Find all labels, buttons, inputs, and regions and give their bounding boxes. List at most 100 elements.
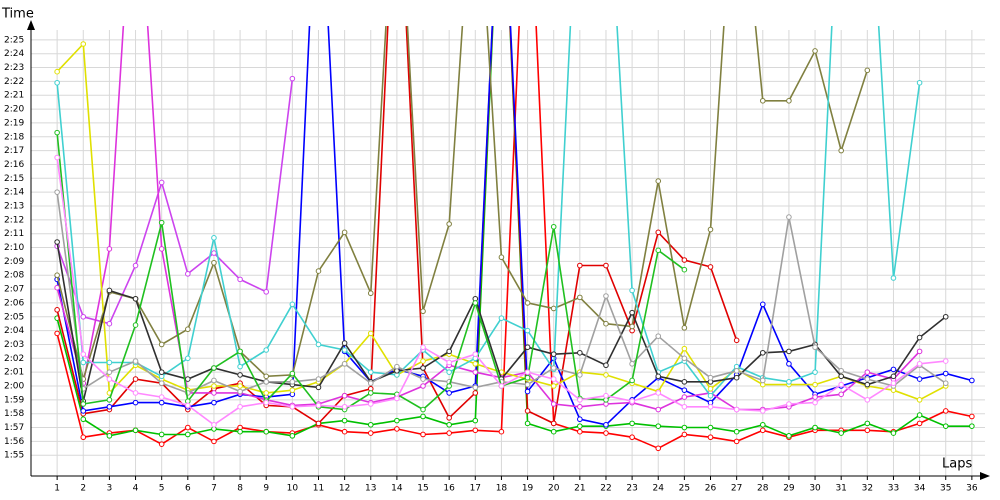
y-tick-label: 2:08 <box>4 271 24 281</box>
y-tick-label: 1:55 <box>4 451 24 461</box>
point <box>185 376 191 382</box>
point <box>263 289 270 295</box>
point <box>80 401 87 407</box>
point <box>524 388 531 395</box>
point <box>864 397 871 403</box>
point <box>812 394 818 400</box>
x-tick-label: 30 <box>809 484 821 494</box>
x-tick-label: 20 <box>548 484 560 494</box>
point <box>54 272 60 279</box>
point <box>890 275 897 281</box>
point <box>237 372 243 378</box>
point <box>132 376 139 382</box>
point <box>80 359 87 366</box>
point <box>185 355 191 362</box>
y-axis-arrow <box>27 20 35 30</box>
point <box>681 379 688 385</box>
point <box>759 427 766 434</box>
point <box>550 365 557 371</box>
point <box>707 434 714 441</box>
point <box>80 313 87 320</box>
point <box>498 315 505 321</box>
y-tick-label: 1:56 <box>4 437 24 447</box>
point <box>54 189 60 195</box>
x-tick-label: 36 <box>966 484 978 494</box>
point <box>289 75 296 82</box>
point <box>603 362 609 369</box>
point <box>812 48 818 54</box>
point <box>420 376 426 382</box>
point <box>890 373 897 380</box>
point <box>864 67 871 74</box>
point <box>759 408 766 414</box>
y-tick-label: 2:16 <box>4 160 24 170</box>
point <box>80 351 87 357</box>
point <box>472 351 479 357</box>
x-tick-label: 31 <box>835 484 846 494</box>
point <box>446 221 452 227</box>
point <box>603 372 609 378</box>
series-line <box>56 26 738 425</box>
point <box>420 344 426 351</box>
point <box>629 323 635 330</box>
point <box>185 271 191 277</box>
point <box>786 361 792 367</box>
point <box>132 295 139 302</box>
point <box>733 367 740 374</box>
point <box>54 239 60 245</box>
point <box>106 376 113 382</box>
x-tick-label: 25 <box>679 484 690 494</box>
x-tick-label: 4 <box>133 484 139 494</box>
point <box>942 313 949 320</box>
point <box>707 264 714 270</box>
x-tick-label: 10 <box>287 484 299 494</box>
point <box>185 431 191 438</box>
point <box>289 403 296 410</box>
point <box>550 376 557 382</box>
point <box>550 351 557 357</box>
point <box>367 421 374 428</box>
point <box>603 421 609 428</box>
series-line <box>56 78 294 325</box>
point <box>890 366 897 373</box>
y-tick-label: 2:00 <box>4 382 24 392</box>
point <box>707 374 714 381</box>
point <box>420 406 426 413</box>
point <box>864 381 871 388</box>
point <box>211 365 217 371</box>
point <box>341 403 348 410</box>
point <box>786 433 792 439</box>
y-tick-label: 2:03 <box>4 340 24 350</box>
point <box>132 427 139 434</box>
x-tick-label: 8 <box>237 484 243 494</box>
point <box>759 301 766 308</box>
point <box>550 428 557 435</box>
point <box>759 349 766 356</box>
point <box>394 363 400 370</box>
point <box>211 399 217 406</box>
point <box>655 445 662 452</box>
point <box>54 154 60 161</box>
point <box>472 361 479 367</box>
point <box>472 417 479 424</box>
point <box>315 420 322 427</box>
point <box>838 381 844 388</box>
point <box>864 427 871 434</box>
point <box>315 376 322 382</box>
x-tick-label: 21 <box>574 484 585 494</box>
point <box>733 428 740 435</box>
point <box>185 402 191 409</box>
point <box>367 380 374 387</box>
point <box>733 438 740 445</box>
point <box>263 390 270 396</box>
point <box>812 399 818 406</box>
point <box>367 369 374 375</box>
point <box>577 262 583 269</box>
point <box>341 340 348 346</box>
point <box>237 276 243 283</box>
point <box>577 349 583 356</box>
point <box>969 377 975 384</box>
series-line <box>56 26 973 426</box>
point <box>341 361 348 367</box>
